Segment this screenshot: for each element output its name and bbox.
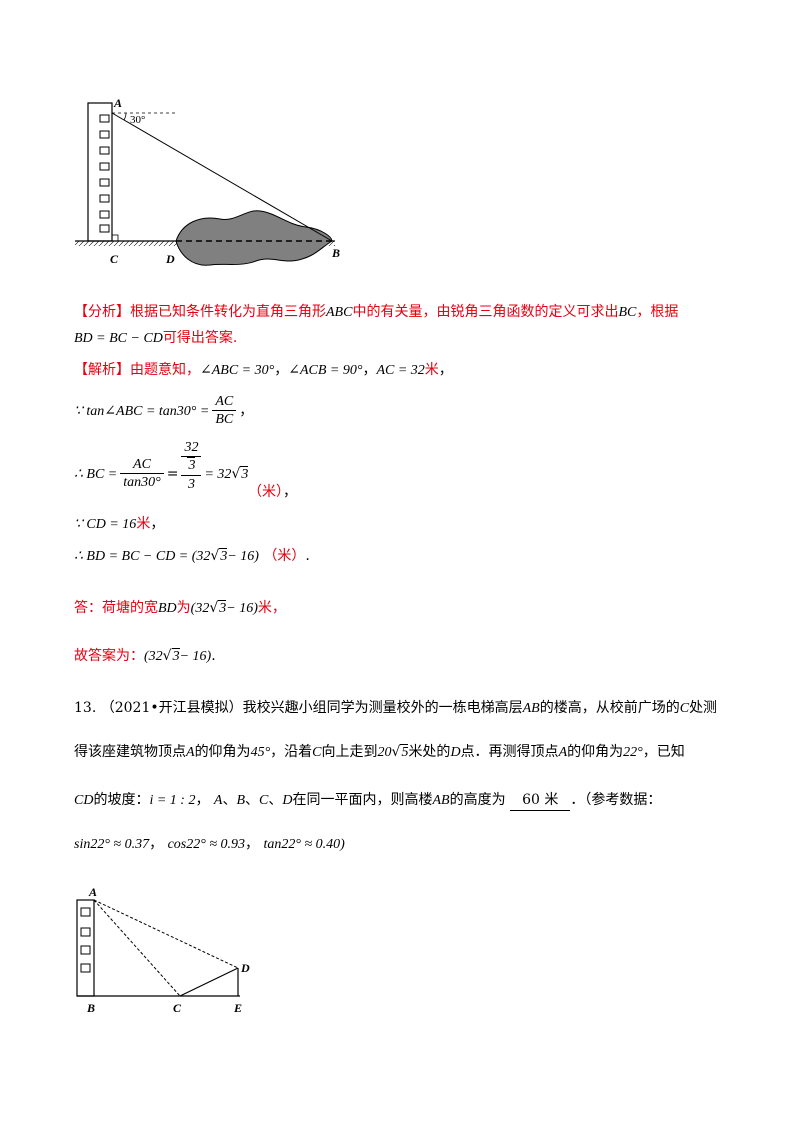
label-d: D	[165, 252, 175, 266]
slope-cd	[179, 967, 239, 997]
problem-13-line-1: 13. （2021•开江县模拟）我校兴趣小组同学为测量校外的一栋电梯高层AB的楼…	[74, 700, 718, 716]
label-b: B	[331, 246, 340, 260]
sight-ad	[93, 899, 239, 969]
label-c: C	[173, 1001, 182, 1015]
pond	[175, 210, 333, 266]
tower	[87, 102, 113, 242]
problem-source: （2021•开江县模拟）	[100, 700, 243, 716]
sight-ac	[93, 899, 181, 997]
angle-label: 30°	[130, 114, 145, 126]
problem-13-line-2: 得该座建筑物顶点A的仰角为45°，沿着C向上走到20√5米处的D点．再测得顶点A…	[74, 744, 685, 760]
solution-step-2: ∴ BC = AC tan30° = 32 3 3 = 32√3	[74, 440, 249, 492]
figure-building-slope: A B C D E	[76, 885, 250, 1015]
solution-tag: 【解析】	[74, 362, 130, 378]
solution-step-2-unit: （米），	[248, 484, 297, 500]
solution-line-1: 【解析】由题意知，∠ABC = 30°，∠ACB = 90°，AC = 32米，	[74, 362, 453, 378]
solution-answer: 答：荷塘的宽BD为(32√3− 16)米，	[74, 600, 286, 616]
analysis-tag: 【分析】	[74, 304, 130, 320]
tower-windows	[99, 114, 110, 233]
problem-13-line-4: sin22° ≈ 0.37， cos22° ≈ 0.93， tan22° ≈ 0…	[74, 836, 345, 852]
label-b: B	[86, 1001, 95, 1015]
analysis-line-2: BD = BC − CD可得出答案.	[74, 330, 238, 346]
label-e: E	[233, 1001, 242, 1015]
solution-final: 故答案为：(32√3− 16).	[74, 648, 216, 664]
label-a: A	[88, 885, 97, 899]
label-a: A	[113, 96, 122, 110]
figure-tower-pond: 30° A C D B	[75, 96, 340, 266]
answer-blank: 60 米	[510, 790, 571, 811]
problem-number: 13.	[74, 700, 97, 716]
solution-step-1: ∵ tan∠ABC = tan30° = AC BC，	[74, 393, 254, 427]
analysis-line-1: 【分析】根据已知条件转化为直角三角形ABC中的有关量，由锐角三角函数的定义可求出…	[74, 304, 679, 320]
solution-step-4: ∴ BD = BC − CD = (32√3− 16) （米）.	[74, 548, 310, 564]
solution-step-3: ∵ CD = 16米，	[74, 516, 165, 532]
problem-13-line-3: CD的坡度：i = 1 : 2， A、B、C、D在同一平面内，则高楼AB的高度为…	[74, 790, 661, 811]
label-d: D	[240, 961, 250, 975]
line-of-sight	[111, 112, 333, 242]
label-c: C	[110, 252, 119, 266]
building-windows	[80, 907, 91, 973]
